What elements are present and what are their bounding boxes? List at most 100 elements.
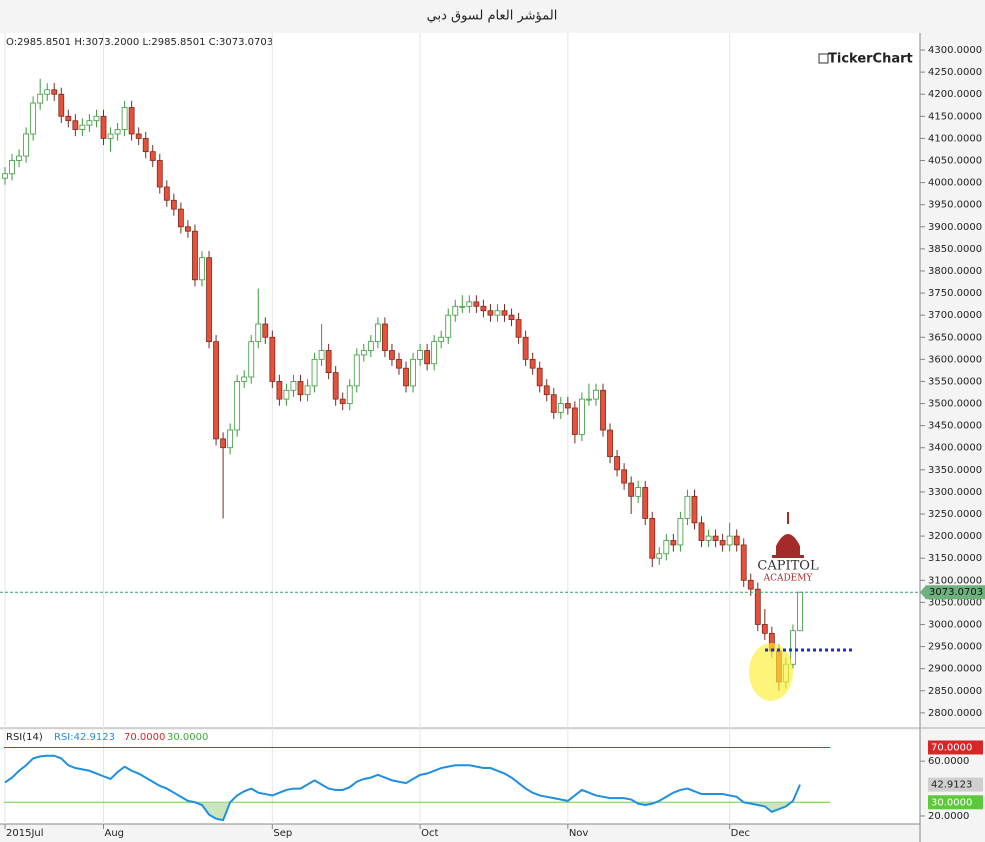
- x-tick-label: 2015Jul: [6, 828, 44, 839]
- candle-body: [501, 310, 508, 316]
- logo-icon: [818, 53, 829, 64]
- candle-body: [276, 381, 283, 400]
- candle-body: [557, 403, 564, 413]
- x-tick-label: Dec: [731, 828, 750, 839]
- candle-body: [135, 133, 142, 139]
- last-price-label: 3073.0703: [929, 587, 983, 598]
- y-tick-label: 2850.0000: [928, 686, 982, 697]
- candle-body: [353, 354, 360, 387]
- candle-body: [579, 398, 585, 435]
- logo-text: CAPITOL: [757, 559, 819, 574]
- candle-body: [529, 358, 536, 369]
- candle-body: [339, 398, 346, 404]
- y-tick-label: 2950.0000: [928, 642, 982, 653]
- candle-body: [431, 341, 438, 365]
- candle-body: [367, 341, 374, 351]
- y-tick-label: 3900.0000: [928, 222, 982, 233]
- candle-body: [290, 381, 297, 391]
- candle-body: [128, 107, 135, 135]
- candle-body: [635, 487, 642, 497]
- candle-body: [480, 305, 487, 312]
- y-tick-label: 3000.0000: [928, 619, 982, 630]
- candle-body: [607, 429, 613, 457]
- candle-body: [754, 588, 761, 625]
- y-tick-label: 3250.0000: [928, 509, 982, 520]
- candle-body: [628, 482, 635, 497]
- candle-body: [438, 336, 445, 343]
- price-panel: [0, 33, 920, 728]
- y-tick-label: 3850.0000: [928, 244, 982, 255]
- candle-body: [424, 350, 431, 365]
- candle-body: [121, 107, 128, 130]
- candle-body: [51, 89, 58, 95]
- candle-body: [550, 394, 557, 413]
- y-tick-label: 4250.0000: [928, 67, 982, 78]
- y-tick-label: 4200.0000: [928, 89, 982, 100]
- watermark: TickerChart: [828, 52, 913, 67]
- x-tick-label: Nov: [569, 828, 589, 839]
- candle-body: [318, 350, 325, 360]
- candle-body: [684, 495, 691, 519]
- level-tag: [928, 795, 983, 810]
- candle-body: [304, 385, 311, 396]
- candle-body: [58, 93, 65, 117]
- candle-body: [23, 133, 30, 157]
- candle-body: [262, 323, 269, 338]
- y-tick-label: 3050.0000: [928, 597, 982, 608]
- candle-body: [114, 129, 121, 135]
- candle-body: [691, 495, 698, 524]
- candle-body: [65, 115, 72, 122]
- last-price-tag: [920, 585, 985, 600]
- candle-body: [389, 350, 395, 360]
- y-tick-label: 60.0000: [928, 756, 969, 767]
- candle-body: [677, 518, 684, 546]
- candle-body: [86, 120, 93, 126]
- candle-body: [255, 323, 262, 343]
- candle-body: [445, 314, 452, 338]
- candle-body: [177, 208, 184, 228]
- candle-body: [466, 301, 473, 307]
- x-tick-label: Aug: [104, 828, 124, 839]
- rsi-title: RSI(14): [6, 732, 43, 743]
- chart-title: المؤشر العام لسوق دبي: [427, 9, 558, 24]
- candle-body: [149, 151, 156, 161]
- x-tick-label: Oct: [421, 828, 438, 839]
- capitol-logo: CAPITOL ACADEMY: [757, 512, 819, 584]
- candle-body: [79, 124, 86, 130]
- candle-body: [44, 89, 51, 95]
- candle-body: [473, 301, 480, 307]
- candle-body: [797, 591, 803, 632]
- candle-body: [220, 438, 226, 449]
- rsi-legend: RSI:42.9123: [54, 732, 115, 743]
- candle-body: [719, 540, 726, 546]
- candle-body: [297, 381, 304, 396]
- rsi-panel: [0, 730, 920, 824]
- candle-body: [206, 257, 212, 343]
- candle-body: [170, 199, 177, 210]
- level-label: 70.0000: [931, 742, 972, 753]
- candle-body: [403, 367, 409, 387]
- candle-body: [410, 358, 416, 387]
- candle-body: [747, 579, 754, 590]
- candle-body: [600, 389, 606, 431]
- x-tick-label: Sep: [273, 828, 292, 839]
- ohlc-header: O:2985.8501 H:3073.2000 L:2985.8501 C:30…: [6, 37, 273, 48]
- candle-body: [199, 257, 205, 281]
- y-tick-label: 3950.0000: [928, 200, 982, 211]
- candle-body: [593, 389, 599, 400]
- candle-body: [452, 305, 459, 316]
- candle-body: [564, 403, 571, 409]
- highlight-ellipse: [749, 643, 793, 701]
- y-tick-label: 3750.0000: [928, 288, 982, 299]
- candle-body: [522, 336, 529, 360]
- y-tick-label: 2800.0000: [928, 708, 982, 719]
- y-tick-label: 4100.0000: [928, 133, 982, 144]
- logo-dome: [776, 534, 800, 556]
- y-tick-label: 20.0000: [928, 811, 969, 822]
- y-tick-label: 3500.0000: [928, 399, 982, 410]
- candle-body: [642, 487, 649, 519]
- candle-body: [93, 115, 100, 122]
- y-tick-label: 3650.0000: [928, 332, 982, 343]
- candle-body: [37, 93, 44, 104]
